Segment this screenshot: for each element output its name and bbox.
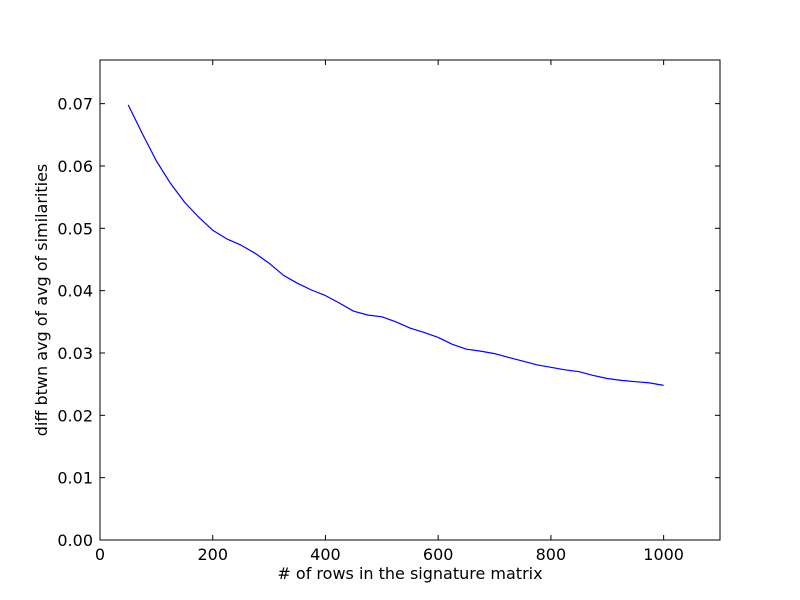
plot-area [99, 59, 721, 541]
x-axis-ticks: 0 200 400 600 800 1000 [95, 60, 684, 564]
y-axis-label: diff btwn avg of avg of similarities [32, 164, 51, 436]
x-tick-label: 200 [197, 545, 228, 564]
x-tick-label: 1000 [643, 545, 684, 564]
x-axis-label: # of rows in the signature matrix [277, 564, 542, 583]
y-tick-label: 0.00 [57, 531, 93, 550]
y-tick-label: 0.03 [57, 344, 93, 363]
x-tick-label: 600 [423, 545, 454, 564]
series-line [127, 104, 664, 386]
y-axis-ticks: 0.00 0.01 0.02 0.03 0.04 0.05 0.06 0.07 [57, 95, 720, 550]
y-tick-label: 0.06 [57, 157, 93, 176]
x-tick-label: 800 [536, 545, 567, 564]
x-tick-label: 400 [310, 545, 341, 564]
y-tick-label: 0.01 [57, 469, 93, 488]
series-layer [127, 104, 664, 386]
y-tick-label: 0.02 [57, 406, 93, 425]
x-tick-label: 0 [95, 545, 105, 564]
y-tick-label: 0.04 [57, 282, 93, 301]
y-tick-label: 0.07 [57, 95, 93, 114]
y-tick-label: 0.05 [57, 219, 93, 238]
